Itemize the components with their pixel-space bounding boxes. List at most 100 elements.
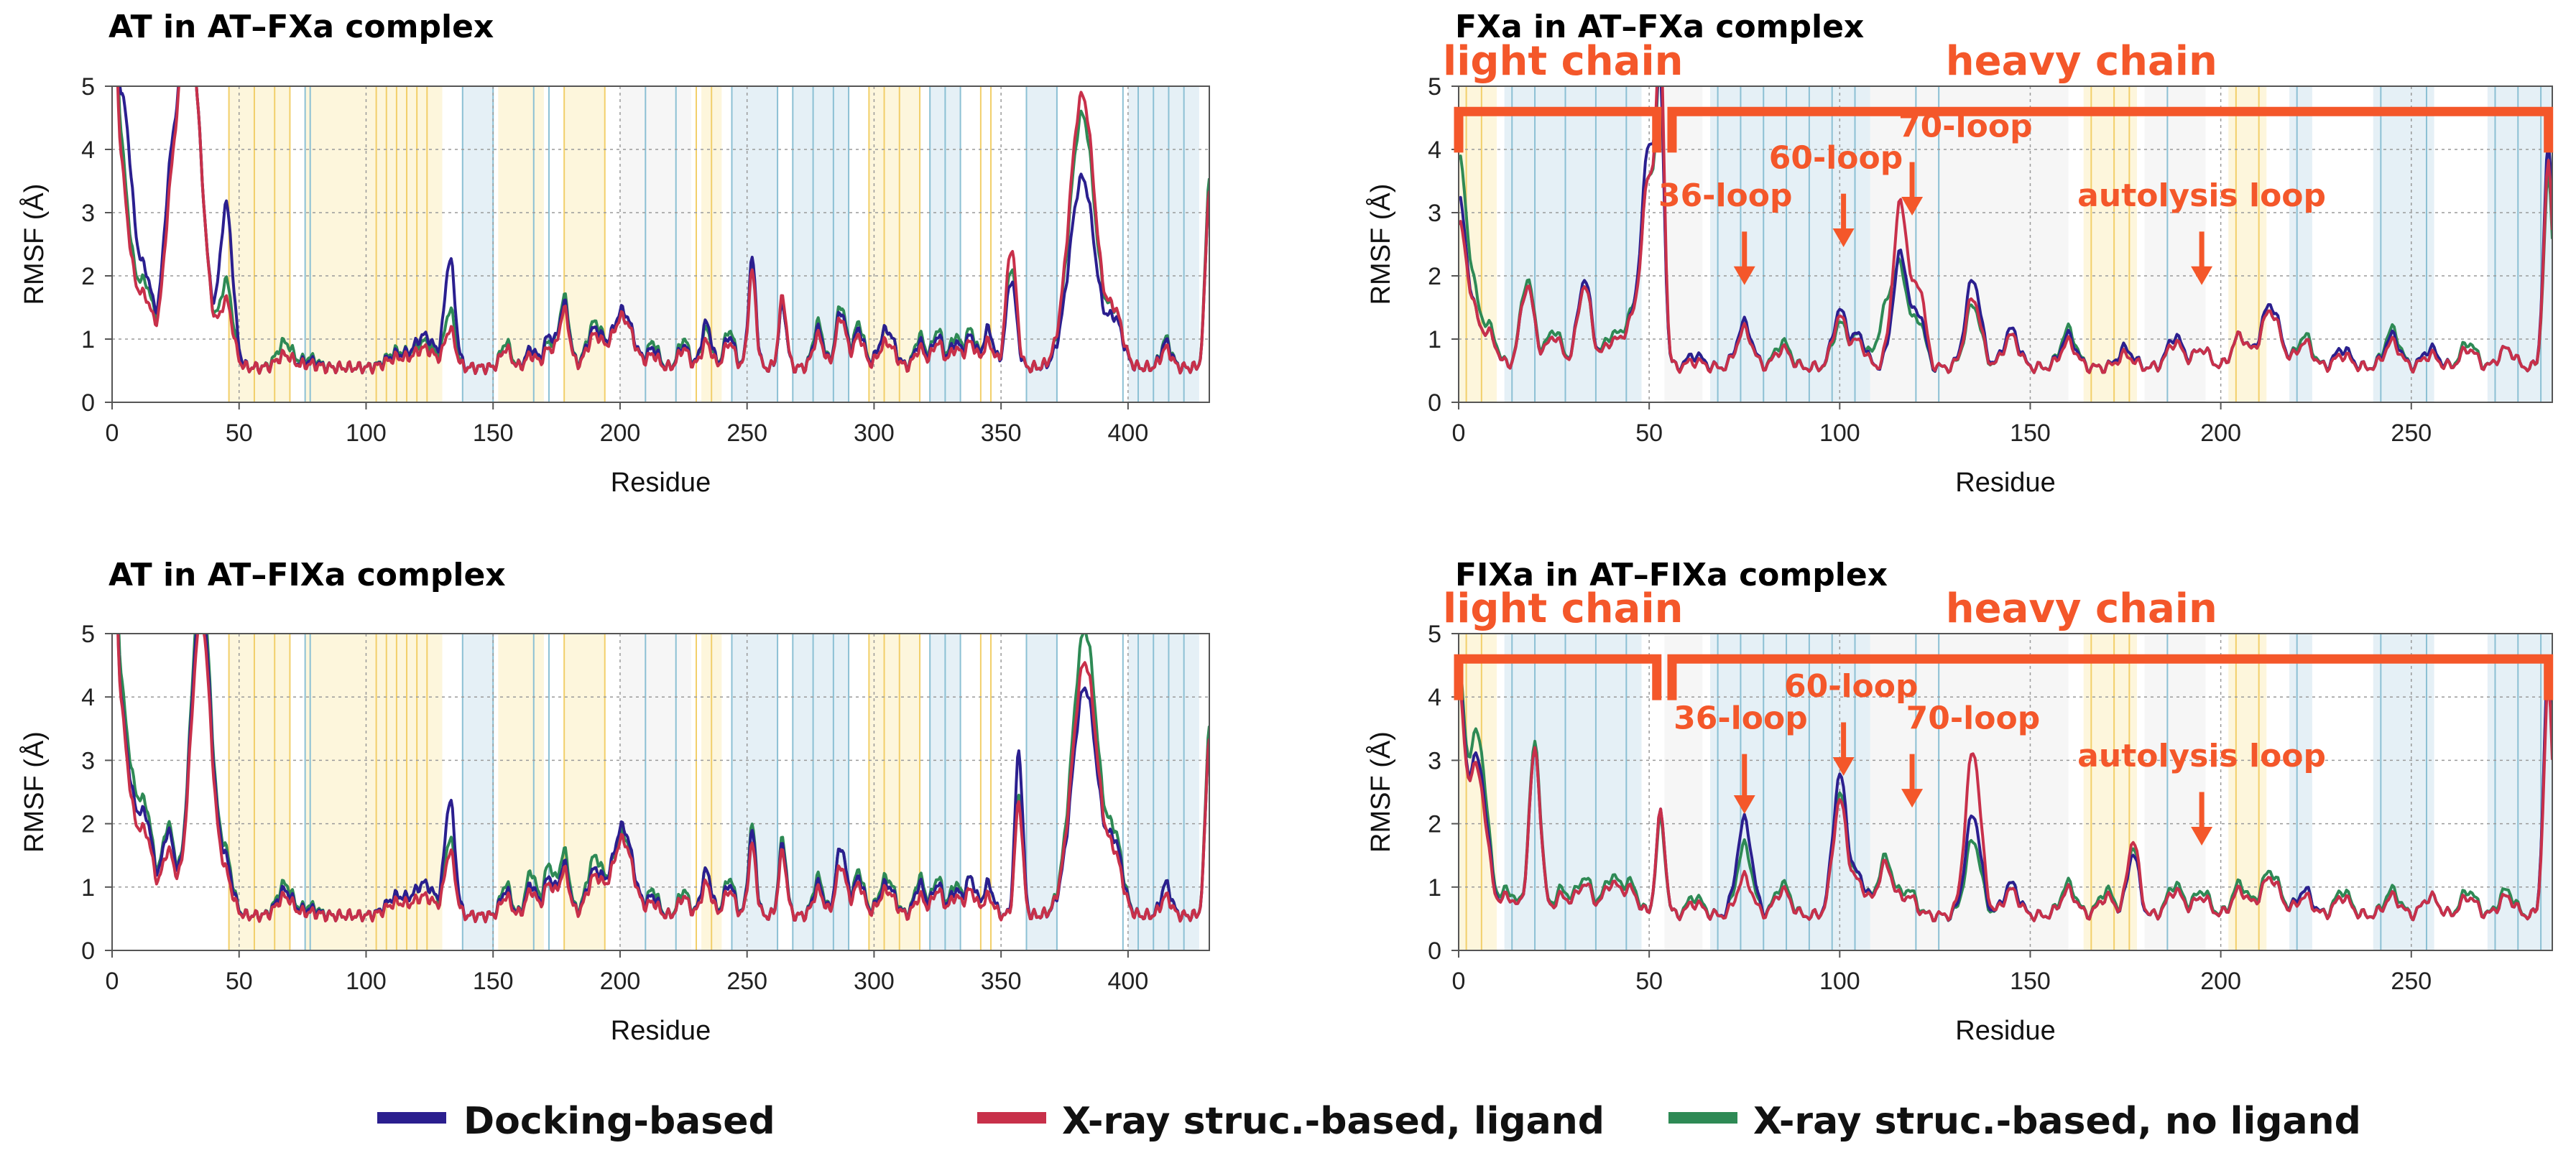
panel-1-xlabel: Residue [611, 468, 711, 498]
panel-2-label-heavy-chain: heavy chain [1946, 38, 2217, 85]
panel-1-xtick-label: 300 [854, 420, 895, 447]
panel-3-region-band [1026, 634, 1057, 950]
panel-1-region-band [731, 86, 778, 402]
panel-2-line-x-ray-struc-based-ligand [1459, 86, 2552, 374]
panel-1-line-x-ray-struc-based-ligand [116, 86, 1209, 376]
panel-2-frame [1458, 85, 2553, 403]
panel-1-region-band [462, 86, 494, 402]
panel-3-ytick-label: 5 [81, 621, 95, 648]
panel-1-region-band [793, 86, 849, 402]
panel-1-xtick-label: 350 [981, 420, 1022, 447]
panel-2-xtick-label: 150 [2010, 420, 2051, 447]
panel-4-arrow-head-60-loop [1832, 757, 1855, 777]
panel-4-region-band [2228, 634, 2267, 950]
panel-1-title: AT in AT–FXa complex [109, 9, 494, 45]
panel-2-region-band [1870, 86, 2069, 402]
panel-3-xtick-label: 300 [854, 968, 895, 995]
panel-1-xtick-label: 0 [106, 420, 119, 447]
panel-4-label-36-loop: 36-loop [1674, 700, 1808, 736]
panel-2-xtick-label: 50 [1635, 420, 1663, 447]
panel-4-region-band [2373, 634, 2434, 950]
panel-1-ytick-label: 2 [81, 263, 95, 290]
panel-4-ytick-label: 4 [1428, 684, 1441, 711]
panel-3-ytick-label: 2 [81, 811, 95, 838]
panel-3-xtick-label: 0 [106, 968, 119, 995]
panel-3-frame [111, 633, 1210, 951]
panel-4-title: FIXa in AT–FIXa complex [1455, 557, 1888, 593]
panel-2-bracket-heavy-chain [1667, 106, 2554, 153]
panel-3-xtick-label: 150 [473, 968, 514, 995]
legend-label-docking: Docking-based [463, 1100, 775, 1143]
legend-swatch-xray-ligand [977, 1112, 1046, 1124]
panel-2-region-bands [1459, 86, 2552, 402]
panel-1-ytick-label: 3 [81, 200, 95, 227]
panel-1-ytick-label: 4 [81, 136, 95, 164]
panel-2-region-band [2144, 86, 2206, 402]
panel-1-xtick-label: 100 [346, 420, 387, 447]
panel-1-region-band [305, 86, 443, 402]
panel-4-xtick-label: 50 [1635, 968, 1663, 995]
panel-3-ylabel: RMSF (Å) [18, 731, 50, 853]
panel-4-arrow-head-autolysis-loop [2191, 827, 2213, 846]
panel-3-line-x-ray-struc-based-ligand [116, 634, 1209, 924]
panel-4-annotations: light chain heavy chain 36-loop60-loop70-l… [1443, 585, 2554, 846]
panel-3-xtick-label: 200 [600, 968, 641, 995]
panel-3-xtick-label: 50 [226, 968, 253, 995]
panel-3-region-band [305, 634, 443, 950]
panel-1-xtick-label: 250 [726, 420, 767, 447]
panel-2-region-band [1504, 86, 1642, 402]
panel-4-ytick-label: 2 [1428, 811, 1441, 838]
panel-3-region-band [462, 634, 494, 950]
panel-2-label-autolysis-loop: autolysis loop [2077, 177, 2326, 214]
panel-3-ytick-label: 0 [81, 937, 95, 965]
panel-4-line-x-ray-struc-based-ligand [1459, 681, 2552, 922]
panel-3-series [116, 634, 1209, 924]
panel-4-grid [1459, 634, 2552, 950]
panel-4-label-autolysis-loop: autolysis loop [2077, 738, 2326, 774]
panel-4-ytick-label: 5 [1428, 621, 1441, 648]
panel-3-ytick-label: 4 [81, 684, 95, 711]
panel-2-annotations: light chain heavy chain 36-loop60-loop70-l… [1443, 38, 2554, 285]
panel-4-region-band [2144, 634, 2206, 950]
panel-2-arrow-head-autolysis-loop [2191, 266, 2213, 285]
panel-2-region-band [2228, 86, 2267, 402]
panel-2-xtick-label: 250 [2391, 420, 2432, 447]
panel-2-title: FXa in AT–FXa complex [1455, 9, 1864, 45]
panel-4-xtick-label: 150 [2010, 968, 2051, 995]
panel-3-region-band [731, 634, 778, 950]
panel-1-grid [112, 86, 1209, 402]
panel-2-ylabel: RMSF (Å) [1365, 184, 1396, 305]
panel-3-title: AT in AT–FIXa complex [109, 557, 506, 593]
panel-4-arrow-head-70-loop [1901, 789, 1924, 808]
panel-3-region-band [564, 634, 605, 950]
panel-4-ytick-label: 0 [1428, 937, 1441, 965]
panel-2-ytick-label: 1 [1428, 326, 1441, 353]
panel-4-region-band [1504, 634, 1642, 950]
panel-3-xtick-label: 400 [1108, 968, 1149, 995]
panel-2-ytick-label: 4 [1428, 136, 1441, 164]
panel-3-ytick-label: 3 [81, 747, 95, 774]
panel-2-arrow-head-36-loop [1733, 266, 1755, 285]
panel-4-label-70-loop: 70-loop [1906, 700, 2041, 736]
panel-4-series [1459, 655, 2552, 922]
legend: Docking-based X-ray struc.-based, ligand… [377, 1100, 2361, 1143]
panel-1-ytick-label: 0 [81, 389, 95, 417]
panel-1-xtick-label: 50 [226, 420, 253, 447]
panel-3-grid [112, 634, 1209, 950]
panel-4-frame [1458, 633, 2553, 951]
panel-2-xtick-label: 0 [1452, 420, 1466, 447]
panel-3-ytick-label: 1 [81, 874, 95, 902]
panel-3-xtick-label: 100 [346, 968, 387, 995]
panel-1-series [116, 86, 1209, 376]
panel-1-xtick-label: 200 [600, 420, 641, 447]
panel-4-label-light-chain: light chain [1443, 585, 1684, 632]
panel-2-bracket-light-chain [1454, 106, 1662, 153]
panel-2-ytick-label: 2 [1428, 263, 1441, 290]
panel-1-ytick-label: 5 [81, 73, 95, 101]
panel-4-label-60-loop: 60-loop [1784, 668, 1919, 705]
